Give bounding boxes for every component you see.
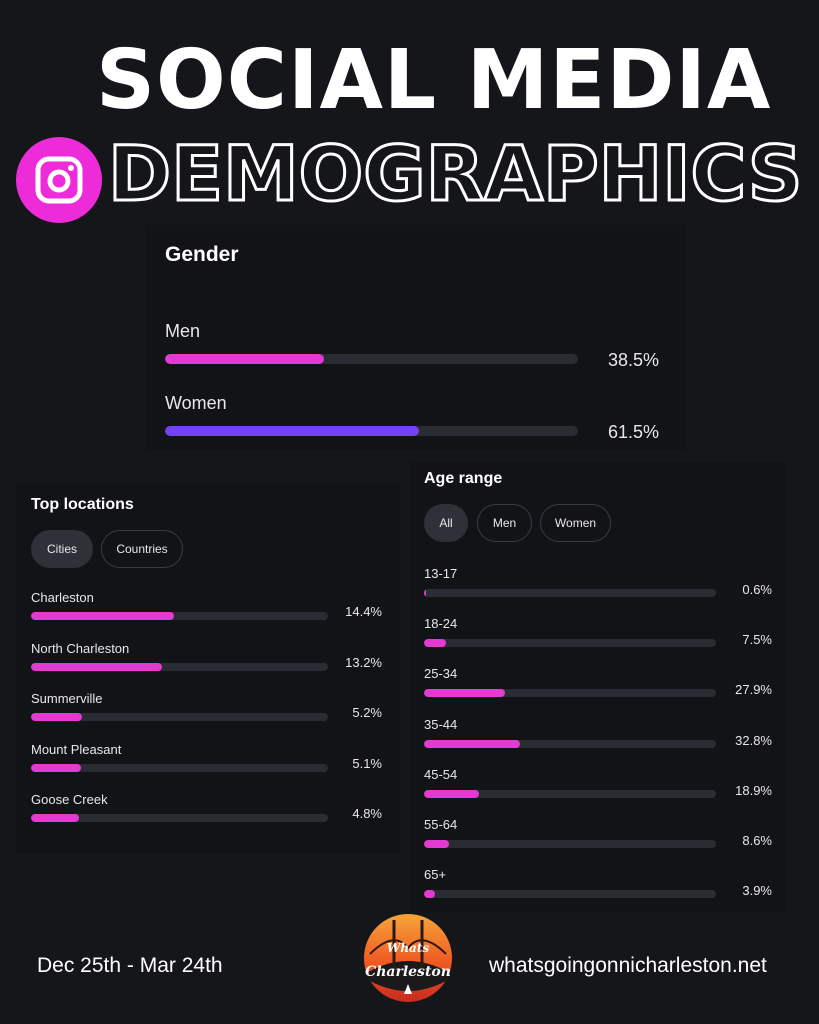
- gender-title: Gender: [165, 243, 239, 266]
- age-label: 25-34: [424, 666, 458, 682]
- age-panel: Age range All Men Women 13-17 0.6% 18-24 7.…: [410, 462, 786, 912]
- age-bar: [424, 639, 716, 648]
- logo-text-top: Whats: [387, 941, 430, 955]
- location-percent: 4.8%: [352, 806, 382, 821]
- location-bar: [31, 662, 328, 671]
- age-percent: 8.6%: [742, 833, 772, 848]
- title-social-media: SOCIAL MEDIA: [96, 33, 772, 128]
- age-bar: [424, 789, 716, 798]
- location-bar-fill: [31, 612, 174, 620]
- location-label: Goose Creek: [31, 792, 108, 807]
- gender-percent-women: 61.5%: [607, 422, 659, 442]
- age-label: 45-54: [424, 766, 458, 782]
- gender-bar-fill-men: [165, 354, 324, 364]
- gender-bar-women: [165, 426, 578, 436]
- location-bar-fill: [31, 763, 82, 772]
- tab-all[interactable]: All: [424, 504, 468, 542]
- age-percent: 0.6%: [742, 582, 772, 597]
- age-bar-fill: [424, 890, 436, 899]
- age-percent: 32.8%: [735, 732, 772, 748]
- title-demographics: DEMOGRAPHICS: [106, 129, 803, 218]
- age-bar-fill: [424, 840, 450, 848]
- tab-men[interactable]: Men: [477, 504, 532, 542]
- age-bar-fill: [424, 689, 506, 698]
- location-percent: 5.2%: [352, 705, 382, 720]
- location-percent: 5.1%: [352, 755, 382, 771]
- age-label: 65+: [424, 867, 447, 883]
- location-bar: [31, 763, 328, 772]
- gender-bar-fill-women: [165, 426, 419, 436]
- age-label: 13-17: [424, 566, 458, 581]
- age-bar: [424, 840, 716, 848]
- gender-label-women: Women: [165, 393, 227, 413]
- location-bar: [31, 713, 328, 721]
- location-label: Mount Pleasant: [31, 741, 122, 757]
- gender-bar-men: [165, 354, 578, 364]
- website-url: whatsgoingonnicharleston.net: [489, 954, 767, 977]
- gender-label-men: Men: [165, 321, 201, 341]
- age-bar-fill: [424, 589, 426, 597]
- date-range: Dec 25th - Mar 24th: [37, 954, 223, 977]
- age-bar-fill: [424, 789, 480, 798]
- age-percent: 3.9%: [742, 883, 772, 899]
- logo-text-bottom: Charleston: [365, 964, 451, 980]
- locations-panel: Top locations Cities Countries Charlesto…: [16, 484, 400, 854]
- tab-countries[interactable]: Countries: [101, 530, 183, 568]
- location-percent: 14.4%: [345, 604, 382, 619]
- location-bar-fill: [31, 814, 79, 822]
- location-bar-fill: [31, 662, 162, 671]
- age-bar: [424, 739, 716, 748]
- location-bar: [31, 814, 328, 822]
- location-label: Charleston: [31, 590, 94, 605]
- age-label: 18-24: [424, 616, 458, 632]
- whats-going-on-charleston-logo: Whats Charleston: [360, 910, 456, 1006]
- age-bar-fill: [424, 739, 520, 748]
- instagram-icon: [16, 137, 102, 223]
- location-label: Summerville: [31, 691, 103, 706]
- age-percent: 18.9%: [735, 782, 772, 798]
- age-bar: [424, 890, 716, 899]
- location-percent: 13.2%: [345, 654, 382, 670]
- locations-title: Top locations: [31, 496, 134, 513]
- age-percent: 7.5%: [742, 632, 772, 648]
- age-title: Age range: [424, 470, 503, 487]
- age-bar: [424, 589, 716, 597]
- age-percent: 27.9%: [735, 682, 772, 698]
- gender-percent-men: 38.5%: [607, 350, 659, 370]
- location-label: North Charleston: [31, 640, 130, 656]
- age-bar-fill: [424, 639, 446, 648]
- gender-panel: Gender Men 38.5% Women 61.5%: [145, 225, 685, 450]
- age-bar: [424, 689, 716, 698]
- tab-women[interactable]: Women: [540, 504, 611, 542]
- location-bar-fill: [31, 713, 83, 721]
- age-label: 55-64: [424, 817, 458, 832]
- age-label: 35-44: [424, 716, 458, 732]
- location-bar: [31, 612, 328, 620]
- tab-cities[interactable]: Cities: [31, 530, 93, 568]
